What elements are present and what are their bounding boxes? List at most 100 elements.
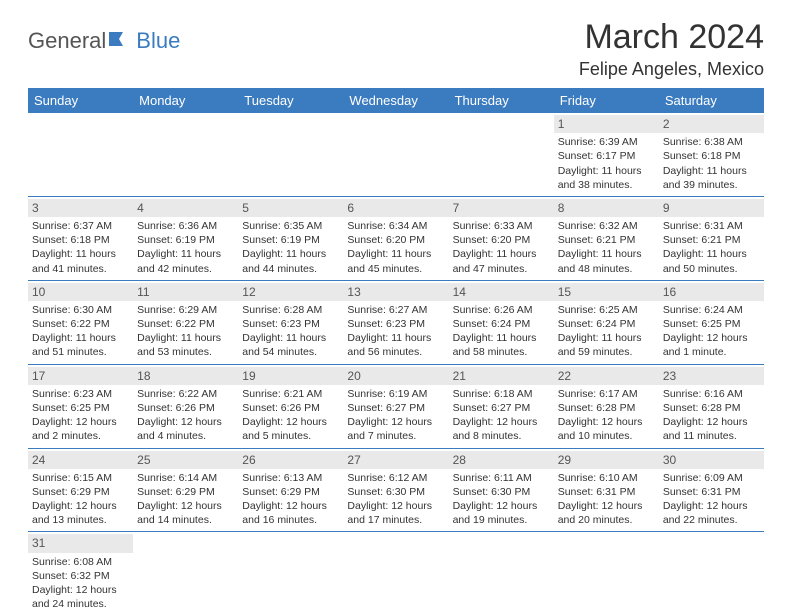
calendar-cell [554, 532, 659, 615]
daylight-text: Daylight: 12 hours and 2 minutes. [32, 415, 129, 443]
calendar-cell: 9 Sunrise: 6:31 AMSunset: 6:21 PMDaylight… [659, 196, 764, 280]
sunrise-text: Sunrise: 6:30 AM [32, 303, 129, 317]
daylight-text: Daylight: 12 hours and 17 minutes. [347, 499, 444, 527]
daylight-text: Daylight: 12 hours and 19 minutes. [453, 499, 550, 527]
sunrise-text: Sunrise: 6:14 AM [137, 471, 234, 485]
calendar-cell [133, 532, 238, 615]
page-title: March 2024 [579, 18, 764, 57]
calendar-cell: 19Sunrise: 6:21 AMSunset: 6:26 PMDayligh… [238, 364, 343, 448]
day-number: 28 [449, 451, 554, 469]
day-number: 21 [449, 367, 554, 385]
daylight-text: Daylight: 12 hours and 8 minutes. [453, 415, 550, 443]
flag-icon [109, 30, 135, 53]
sunset-text: Sunset: 6:22 PM [32, 317, 129, 331]
sunrise-text: Sunrise: 6:17 AM [558, 387, 655, 401]
sunrise-text: Sunrise: 6:09 AM [663, 471, 760, 485]
sunset-text: Sunset: 6:20 PM [453, 233, 550, 247]
daylight-text: Daylight: 12 hours and 7 minutes. [347, 415, 444, 443]
sunrise-text: Sunrise: 6:15 AM [32, 471, 129, 485]
day-number: 30 [659, 451, 764, 469]
calendar-row: 31Sunrise: 6:08 AMSunset: 6:32 PMDayligh… [28, 532, 764, 615]
daylight-text: Daylight: 11 hours and 48 minutes. [558, 247, 655, 275]
sunrise-text: Sunrise: 6:25 AM [558, 303, 655, 317]
calendar-cell [238, 113, 343, 196]
calendar-table: Sunday Monday Tuesday Wednesday Thursday… [28, 88, 764, 615]
col-wednesday: Wednesday [343, 88, 448, 113]
day-number [554, 534, 659, 552]
daylight-text: Daylight: 11 hours and 59 minutes. [558, 331, 655, 359]
calendar-cell: 11Sunrise: 6:29 AMSunset: 6:22 PMDayligh… [133, 280, 238, 364]
calendar-cell [343, 532, 448, 615]
sunrise-text: Sunrise: 6:39 AM [558, 135, 655, 149]
day-number [238, 115, 343, 133]
sunrise-text: Sunrise: 6:33 AM [453, 219, 550, 233]
sunrise-text: Sunrise: 6:11 AM [453, 471, 550, 485]
calendar-cell: 2Sunrise: 6:38 AMSunset: 6:18 PMDaylight… [659, 113, 764, 196]
daylight-text: Daylight: 12 hours and 4 minutes. [137, 415, 234, 443]
sunrise-text: Sunrise: 6:35 AM [242, 219, 339, 233]
daylight-text: Daylight: 12 hours and 13 minutes. [32, 499, 129, 527]
calendar-row: 17Sunrise: 6:23 AMSunset: 6:25 PMDayligh… [28, 364, 764, 448]
daylight-text: Daylight: 12 hours and 11 minutes. [663, 415, 760, 443]
col-sunday: Sunday [28, 88, 133, 113]
daylight-text: Daylight: 11 hours and 50 minutes. [663, 247, 760, 275]
sunrise-text: Sunrise: 6:29 AM [137, 303, 234, 317]
sunset-text: Sunset: 6:21 PM [663, 233, 760, 247]
day-number [133, 115, 238, 133]
calendar-cell: 22Sunrise: 6:17 AMSunset: 6:28 PMDayligh… [554, 364, 659, 448]
sunrise-text: Sunrise: 6:24 AM [663, 303, 760, 317]
daylight-text: Daylight: 11 hours and 44 minutes. [242, 247, 339, 275]
day-number [133, 534, 238, 552]
calendar-cell: 28Sunrise: 6:11 AMSunset: 6:30 PMDayligh… [449, 448, 554, 532]
logo-text-blue: Blue [136, 28, 180, 54]
day-number: 20 [343, 367, 448, 385]
daylight-text: Daylight: 11 hours and 53 minutes. [137, 331, 234, 359]
logo-text-general: General [28, 28, 106, 54]
location-subtitle: Felipe Angeles, Mexico [579, 59, 764, 80]
sunrise-text: Sunrise: 6:28 AM [242, 303, 339, 317]
sunset-text: Sunset: 6:31 PM [558, 485, 655, 499]
day-number: 13 [343, 283, 448, 301]
sunrise-text: Sunrise: 6:31 AM [663, 219, 760, 233]
day-number: 9 [659, 199, 764, 217]
sunset-text: Sunset: 6:23 PM [242, 317, 339, 331]
sunset-text: Sunset: 6:22 PM [137, 317, 234, 331]
day-number [449, 115, 554, 133]
calendar-cell: 26Sunrise: 6:13 AMSunset: 6:29 PMDayligh… [238, 448, 343, 532]
day-number [449, 534, 554, 552]
calendar-cell: 5Sunrise: 6:35 AMSunset: 6:19 PMDaylight… [238, 196, 343, 280]
calendar-cell [449, 113, 554, 196]
sunset-text: Sunset: 6:24 PM [453, 317, 550, 331]
day-header-row: Sunday Monday Tuesday Wednesday Thursday… [28, 88, 764, 113]
daylight-text: Daylight: 11 hours and 41 minutes. [32, 247, 129, 275]
calendar-cell: 21Sunrise: 6:18 AMSunset: 6:27 PMDayligh… [449, 364, 554, 448]
sunrise-text: Sunrise: 6:13 AM [242, 471, 339, 485]
day-number: 26 [238, 451, 343, 469]
day-number: 16 [659, 283, 764, 301]
day-number: 12 [238, 283, 343, 301]
day-number: 7 [449, 199, 554, 217]
calendar-row: 10Sunrise: 6:30 AMSunset: 6:22 PMDayligh… [28, 280, 764, 364]
daylight-text: Daylight: 11 hours and 38 minutes. [558, 164, 655, 192]
header: General Blue March 2024 Felipe Angeles, … [28, 18, 764, 80]
daylight-text: Daylight: 12 hours and 5 minutes. [242, 415, 339, 443]
day-number [659, 534, 764, 552]
calendar-cell: 10Sunrise: 6:30 AMSunset: 6:22 PMDayligh… [28, 280, 133, 364]
sunrise-text: Sunrise: 6:08 AM [32, 555, 129, 569]
calendar-cell: 31Sunrise: 6:08 AMSunset: 6:32 PMDayligh… [28, 532, 133, 615]
sunrise-text: Sunrise: 6:21 AM [242, 387, 339, 401]
daylight-text: Daylight: 12 hours and 24 minutes. [32, 583, 129, 611]
sunrise-text: Sunrise: 6:27 AM [347, 303, 444, 317]
calendar-cell: 18Sunrise: 6:22 AMSunset: 6:26 PMDayligh… [133, 364, 238, 448]
day-number: 22 [554, 367, 659, 385]
calendar-cell [659, 532, 764, 615]
calendar-cell: 14Sunrise: 6:26 AMSunset: 6:24 PMDayligh… [449, 280, 554, 364]
calendar-cell: 25Sunrise: 6:14 AMSunset: 6:29 PMDayligh… [133, 448, 238, 532]
day-number [28, 115, 133, 133]
day-number [343, 534, 448, 552]
day-number [343, 115, 448, 133]
col-thursday: Thursday [449, 88, 554, 113]
calendar-cell: 16Sunrise: 6:24 AMSunset: 6:25 PMDayligh… [659, 280, 764, 364]
daylight-text: Daylight: 12 hours and 10 minutes. [558, 415, 655, 443]
calendar-cell [133, 113, 238, 196]
